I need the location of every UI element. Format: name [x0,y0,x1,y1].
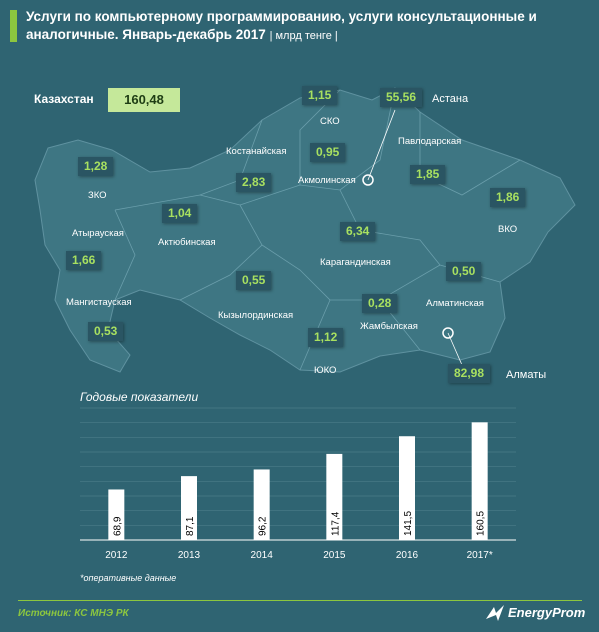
kazakhstan-label: Казахстан [34,92,94,106]
chart-bar-2012 [108,489,125,540]
chart-bar-2013 [181,476,197,540]
kazakhstan-value: 160,48 [108,88,180,112]
region-label-yuko: ЮКО [314,365,337,376]
astana-marker [362,174,374,186]
chart-bar-2014 [253,469,270,540]
region-label-atyrau: Атырауская [72,228,124,239]
region-value-almaty-region: 0,50 [446,262,482,281]
region-label-sko: СКО [320,116,340,127]
region-label-kyzylorda: Кызылординская [218,310,294,321]
region-value-atyrau: 1,66 [66,251,102,270]
region-label-almaty-region: Алматинская [426,298,484,309]
chart-category-label: 2012 [105,550,128,561]
region-value-astana: 55,56 [380,88,423,107]
region-value-vko: 1,86 [490,188,526,207]
chart-category-label: 2015 [323,550,346,561]
region-value-zko: 1,28 [78,157,114,176]
region-value-yuko: 1,12 [308,328,344,347]
chart-value-label: 96,2 [258,516,269,536]
chart-bar-2016 [399,436,415,540]
energyprom-logo-text: EnergyProm [508,605,586,620]
chart-value-label: 141,5 [403,511,414,536]
title-text: Услуги по компьютерному программированию… [26,9,537,42]
almaty-marker [442,327,454,339]
region-value-kostanay: 2,83 [236,173,272,192]
chart-category-label: 2016 [396,550,419,561]
region-value-sko: 1,15 [302,86,338,105]
kazakhstan-map [34,87,576,373]
annual-bar-chart: 68,9 2012 87,1 2013 96,2 2014 117,4 2015 141,5 20… [80,407,516,561]
region-value-mangystau: 0,53 [88,322,124,341]
chart-value-label: 87,1 [185,516,196,536]
region-label-vko: ВКО [498,224,518,235]
chart-value-label: 68,9 [112,516,123,536]
region-value-akmola: 0,95 [310,143,346,162]
region-label-zhambyl: Жамбылская [360,321,418,332]
region-label-mangystau: Мангистауская [66,297,132,308]
source-text: Источник: КС МНЭ РК [18,608,129,619]
region-label-astana: Астана [432,93,469,105]
region-label-almaty-city: Алматы [506,369,547,381]
title-accent-bar [10,10,17,42]
region-label-aktobe: Актюбинская [158,237,216,248]
region-value-karaganda: 6,34 [340,222,376,241]
chart-category-label: 2014 [251,550,274,561]
region-value-almaty-city: 82,98 [448,364,491,383]
region-label-pavlodar: Павлодарская [398,136,462,147]
region-label-akmola: Акмолинская [298,175,356,186]
region-value-aktobe: 1,04 [162,204,198,223]
chart-value-label: 117,4 [330,511,341,536]
source-divider [18,600,582,601]
energyprom-logo-icon [486,605,504,621]
chart-category-label: 2013 [178,550,201,561]
chart-title: Годовые показатели [80,390,199,404]
region-value-kyzylorda: 0,55 [236,271,272,290]
chart-category-label: 2017* [467,550,493,561]
chart-bar-2015 [326,453,343,540]
region-label-zko: ЗКО [88,190,107,201]
chart-bar-2017 [471,422,488,540]
chart-value-label: 160,5 [476,511,487,536]
region-value-zhambyl: 0,28 [362,294,398,313]
title-unit: | млрд тенге | [269,30,338,42]
region-label-kostanay: Костанайская [226,146,287,157]
region-value-pavlodar: 1,85 [410,165,446,184]
footnote: *оперативные данные [80,573,177,583]
page-title: Услуги по компьютерному программированию… [26,8,586,45]
region-label-karaganda: Карагандинская [320,257,391,268]
